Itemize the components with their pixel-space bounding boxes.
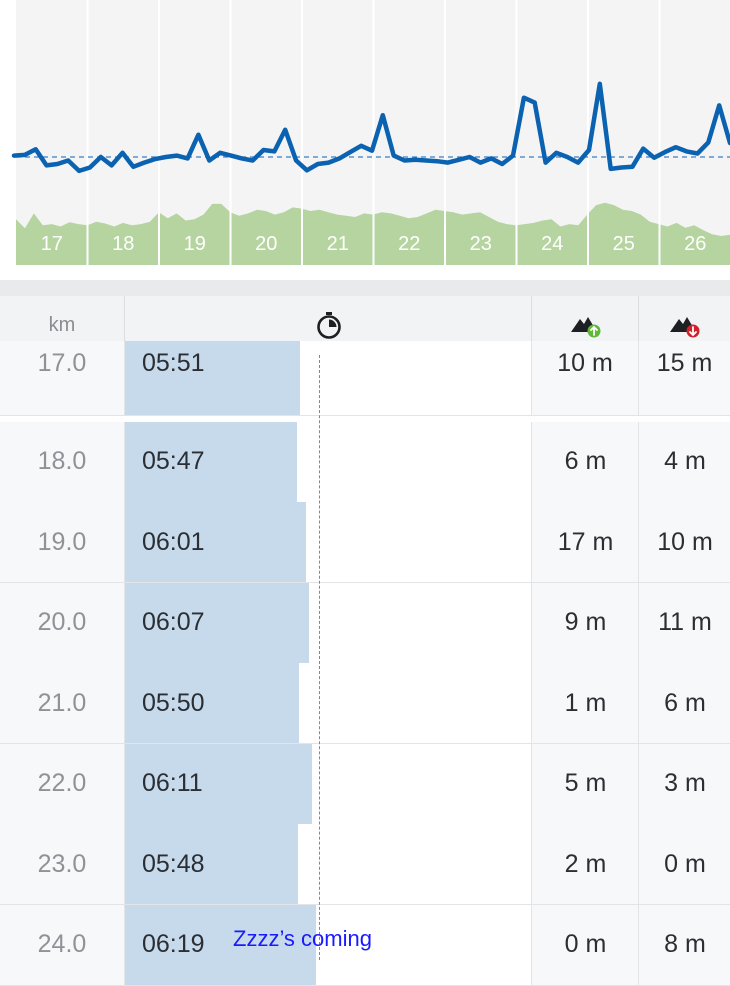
pace-bar	[125, 341, 300, 415]
split-pace-cell: 05:48	[124, 824, 532, 904]
table-row[interactable]: 20.0 06:07 9 m 11 m	[0, 582, 730, 664]
section-divider	[0, 280, 730, 296]
chart-canvas: 17 18 19 20 21 22 23 24 25 26	[11, 0, 730, 265]
split-pace: 06:01	[142, 527, 205, 556]
split-ascent: 5 m	[531, 743, 639, 824]
split-pace: 06:11	[142, 769, 203, 797]
split-descent: 4 m	[638, 421, 730, 502]
split-descent: 3 m	[638, 743, 730, 824]
split-pace-cell: 05:50	[124, 663, 532, 743]
split-km: 17.0	[0, 341, 124, 415]
split-pace-cell: 06:11	[124, 743, 532, 824]
ascent-icon	[570, 317, 600, 338]
split-descent: 6 m	[638, 663, 730, 743]
split-ascent: 0 m	[531, 904, 639, 985]
stopwatch-icon	[316, 312, 341, 339]
pace-bar	[125, 502, 306, 582]
x-tick-label: 26	[684, 233, 706, 255]
split-descent: 10 m	[638, 502, 730, 582]
split-ascent: 1 m	[531, 663, 639, 743]
split-pace-cell: 05:51	[124, 341, 531, 415]
x-tick-label: 23	[470, 233, 492, 255]
x-tick-label: 20	[255, 233, 277, 255]
x-tick-label: 22	[398, 233, 420, 255]
split-ascent: 6 m	[531, 421, 639, 502]
split-km: 22.0	[0, 743, 124, 824]
split-ascent: 17 m	[531, 502, 639, 582]
split-km: 24.0	[0, 904, 124, 985]
x-tick-label: 21	[327, 233, 349, 255]
split-km: 19.0	[0, 502, 124, 582]
split-pace: 06:07	[142, 608, 205, 636]
header-pace[interactable]	[124, 296, 532, 354]
split-km: 18.0	[0, 421, 124, 502]
split-ascent: 9 m	[531, 582, 639, 663]
pace-bar	[125, 582, 309, 663]
overlay-caption: Zzzz’s coming	[233, 926, 372, 951]
x-tick-label: 25	[613, 233, 635, 255]
header-km: km	[48, 313, 76, 336]
split-pace: 05:47	[142, 447, 205, 475]
pace-bar	[125, 743, 312, 824]
x-tick-label: 19	[184, 233, 206, 255]
header-ascent[interactable]	[531, 296, 639, 354]
table-row[interactable]: 17.0 05:51 10 m 15 m	[0, 341, 730, 416]
pace-line	[11, 81, 730, 174]
average-pace-line	[319, 355, 320, 960]
split-descent: 0 m	[638, 824, 730, 904]
split-pace: 05:48	[142, 849, 205, 878]
split-km: 20.0	[0, 582, 124, 663]
split-pace: 06:19	[142, 930, 205, 958]
pace-elevation-chart: 17 18 19 20 21 22 23 24 25 26	[0, 0, 730, 280]
pace-bar	[125, 824, 298, 904]
split-km: 21.0	[0, 663, 124, 743]
split-pace-cell: 05:47	[124, 421, 532, 502]
split-ascent: 2 m	[531, 824, 639, 904]
split-pace: 05:51	[142, 349, 205, 377]
pace-bar	[125, 663, 299, 743]
pace-bar	[125, 421, 297, 502]
header-descent[interactable]	[638, 296, 730, 354]
descent-icon	[670, 317, 700, 338]
split-pace-cell: 06:07	[124, 582, 532, 663]
split-pace: 05:50	[142, 688, 205, 717]
x-tick-label: 24	[541, 233, 563, 255]
split-descent: 8 m	[638, 904, 730, 985]
split-ascent: 10 m	[531, 341, 638, 415]
x-tick-label: 18	[112, 233, 134, 255]
split-km: 23.0	[0, 824, 124, 904]
split-pace-cell: 06:01	[124, 502, 532, 582]
split-descent: 11 m	[638, 582, 730, 663]
split-descent: 15 m	[638, 341, 730, 415]
x-tick-label: 17	[41, 233, 63, 255]
table-row[interactable]: 19.0 06:01 17 m 10 m	[0, 502, 730, 583]
